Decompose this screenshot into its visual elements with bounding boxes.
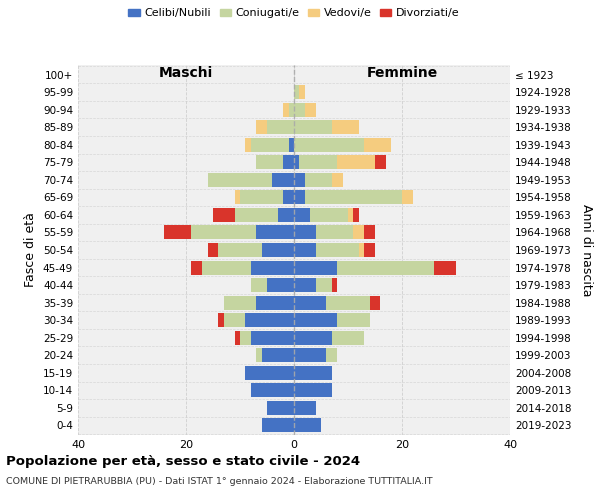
Bar bbox=[256, 348, 262, 362]
Bar bbox=[353, 226, 364, 239]
Bar bbox=[272, 173, 294, 187]
Bar bbox=[294, 173, 305, 187]
Bar bbox=[294, 384, 332, 398]
Bar bbox=[316, 243, 359, 257]
Bar bbox=[208, 173, 272, 187]
Bar bbox=[251, 330, 294, 344]
Bar bbox=[251, 260, 294, 274]
Text: Maschi: Maschi bbox=[159, 66, 213, 80]
Bar bbox=[256, 296, 294, 310]
Bar bbox=[235, 208, 278, 222]
Bar bbox=[283, 190, 294, 204]
Bar bbox=[332, 173, 343, 187]
Bar bbox=[191, 226, 256, 239]
Bar bbox=[305, 190, 402, 204]
Bar bbox=[267, 120, 294, 134]
Bar bbox=[294, 102, 305, 117]
Bar bbox=[294, 156, 299, 170]
Bar bbox=[326, 296, 370, 310]
Bar bbox=[256, 156, 283, 170]
Bar bbox=[289, 138, 294, 152]
Bar bbox=[332, 330, 364, 344]
Bar bbox=[240, 330, 251, 344]
Bar bbox=[267, 401, 294, 415]
Bar bbox=[283, 156, 294, 170]
Bar bbox=[294, 226, 316, 239]
Bar bbox=[240, 190, 283, 204]
Bar bbox=[245, 366, 294, 380]
Bar bbox=[289, 102, 294, 117]
Bar bbox=[294, 418, 321, 432]
Bar bbox=[299, 156, 337, 170]
Bar bbox=[294, 208, 310, 222]
Bar bbox=[294, 190, 305, 204]
Bar bbox=[218, 243, 262, 257]
Bar bbox=[294, 278, 316, 292]
Bar bbox=[251, 138, 289, 152]
Legend: Celibi/Nubili, Coniugati/e, Vedovi/e, Divorziati/e: Celibi/Nubili, Coniugati/e, Vedovi/e, Di… bbox=[124, 4, 464, 23]
Bar bbox=[294, 330, 332, 344]
Bar bbox=[402, 190, 413, 204]
Bar bbox=[283, 102, 289, 117]
Bar bbox=[337, 156, 375, 170]
Bar bbox=[208, 243, 218, 257]
Bar bbox=[294, 138, 364, 152]
Bar bbox=[294, 348, 326, 362]
Bar bbox=[326, 348, 337, 362]
Text: Femmine: Femmine bbox=[367, 66, 437, 80]
Y-axis label: Anni di nascita: Anni di nascita bbox=[580, 204, 593, 296]
Bar bbox=[251, 384, 294, 398]
Bar bbox=[245, 138, 251, 152]
Text: COMUNE DI PIETRARUBBIA (PU) - Dati ISTAT 1° gennaio 2024 - Elaborazione TUTTITAL: COMUNE DI PIETRARUBBIA (PU) - Dati ISTAT… bbox=[6, 478, 433, 486]
Bar bbox=[364, 138, 391, 152]
Bar bbox=[332, 120, 359, 134]
Bar bbox=[294, 243, 316, 257]
Bar bbox=[375, 156, 386, 170]
Bar bbox=[224, 313, 245, 327]
Bar bbox=[278, 208, 294, 222]
Bar bbox=[251, 278, 267, 292]
Bar bbox=[202, 260, 251, 274]
Bar bbox=[294, 85, 299, 99]
Bar bbox=[359, 243, 364, 257]
Bar bbox=[364, 243, 375, 257]
Bar bbox=[294, 260, 337, 274]
Bar bbox=[256, 226, 294, 239]
Bar bbox=[267, 278, 294, 292]
Bar bbox=[370, 296, 380, 310]
Bar bbox=[299, 85, 305, 99]
Bar bbox=[262, 418, 294, 432]
Bar bbox=[364, 226, 375, 239]
Bar bbox=[294, 401, 316, 415]
Bar bbox=[348, 208, 353, 222]
Bar bbox=[294, 313, 337, 327]
Bar bbox=[332, 278, 337, 292]
Bar bbox=[294, 366, 332, 380]
Bar bbox=[294, 120, 332, 134]
Bar bbox=[434, 260, 456, 274]
Bar bbox=[218, 313, 224, 327]
Bar bbox=[305, 102, 316, 117]
Bar bbox=[294, 296, 326, 310]
Bar bbox=[353, 208, 359, 222]
Bar bbox=[235, 330, 240, 344]
Bar bbox=[316, 226, 353, 239]
Bar bbox=[305, 173, 332, 187]
Text: Popolazione per età, sesso e stato civile - 2024: Popolazione per età, sesso e stato civil… bbox=[6, 455, 360, 468]
Bar bbox=[224, 296, 256, 310]
Bar bbox=[164, 226, 191, 239]
Bar bbox=[262, 348, 294, 362]
Bar bbox=[213, 208, 235, 222]
Bar bbox=[245, 313, 294, 327]
Bar bbox=[310, 208, 348, 222]
Bar bbox=[262, 243, 294, 257]
Bar bbox=[191, 260, 202, 274]
Y-axis label: Fasce di età: Fasce di età bbox=[25, 212, 37, 288]
Bar bbox=[337, 260, 434, 274]
Bar bbox=[235, 190, 240, 204]
Bar bbox=[337, 313, 370, 327]
Bar bbox=[316, 278, 332, 292]
Bar bbox=[256, 120, 267, 134]
